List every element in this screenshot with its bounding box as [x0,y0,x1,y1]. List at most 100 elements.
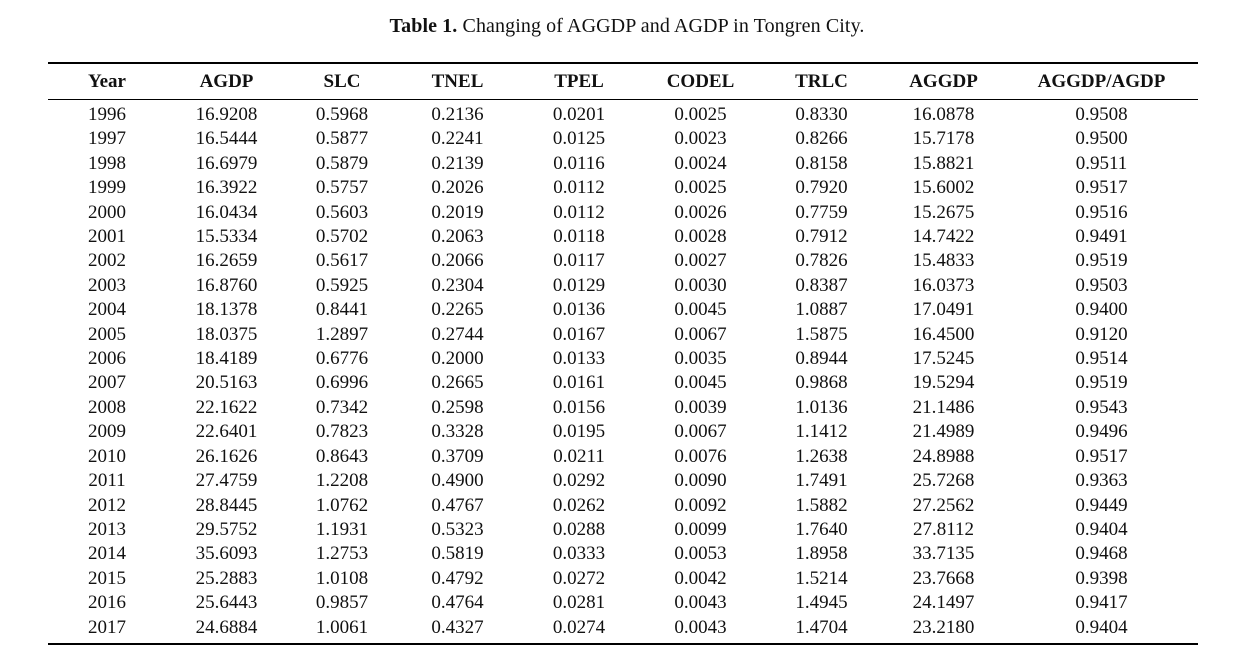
value-cell: 1.2638 [795,445,848,467]
year-cell: 2010 [88,445,126,467]
value-cell: 0.2000 [431,348,484,370]
value-cell: 0.5968 [315,104,369,125]
year-cell: 1996 [88,104,126,125]
value-cell: 0.9543 [1075,396,1128,418]
value-cell: 0.9511 [1075,152,1128,174]
table-row: 2015 25.2883 1.0108 0.4792 0.0272 0.0042 1.521… [48,567,1198,591]
value-cell: 0.0333 [552,543,606,565]
value-cell: 0.7826 [795,250,848,272]
value-cell: 0.0292 [552,470,606,492]
table-row: 2012 28.8445 1.0762 0.4767 0.0262 0.0092 1.588… [48,494,1198,518]
value-cell: 1.0136 [795,396,848,418]
year-cell: 1999 [88,177,126,199]
value-cell: 0.7920 [795,177,848,199]
value-cell: 0.9491 [1075,226,1128,248]
value-cell: 0.2304 [431,274,484,296]
value-cell: 0.0118 [553,226,605,248]
value-cell: 0.2066 [431,250,484,272]
table-row: 2002 16.2659 0.5617 0.2066 0.0117 0.0027 0.782… [48,249,1198,273]
value-cell: 0.0053 [674,543,727,565]
value-cell: 0.3328 [431,421,484,443]
value-cell: 16.9208 [195,104,258,125]
year-cell: 2008 [88,396,126,418]
value-cell: 0.5879 [315,152,369,174]
value-cell: 0.9404 [1075,616,1128,638]
value-cell: 0.9468 [1075,543,1128,565]
value-cell: 22.6401 [195,421,258,443]
value-cell: 1.7491 [795,470,848,492]
value-cell: 0.0125 [552,128,606,150]
year-cell: 2006 [88,348,126,370]
value-cell: 0.7342 [315,396,369,418]
value-cell: 16.5444 [195,128,258,150]
value-cell: 0.5617 [315,250,369,272]
value-cell: 1.4945 [795,592,848,614]
value-cell: 15.4833 [912,250,975,272]
value-cell: 15.7178 [912,128,975,150]
value-cell: 0.2136 [431,104,484,125]
value-cell: 1.5875 [795,323,848,345]
value-cell: 23.7668 [912,567,975,589]
value-cell: 0.5757 [315,177,369,199]
value-cell: 1.1412 [795,421,848,443]
value-cell: 0.4792 [431,567,484,589]
table-row: 2010 26.1626 0.8643 0.3709 0.0211 0.0076 1.263… [48,445,1198,469]
value-cell: 0.0136 [552,299,606,321]
value-cell: 0.9500 [1075,128,1128,150]
table-caption: Table 1. Changing of AGGDP and AGDP in T… [0,15,1254,38]
value-cell: 1.1931 [315,518,369,540]
value-cell: 35.6093 [195,543,258,565]
value-cell: 0.5819 [431,543,484,565]
value-cell: 0.9449 [1075,494,1128,516]
value-cell: 0.0099 [674,518,727,540]
value-cell: 33.7135 [912,543,975,565]
table-caption-label: Table 1. [389,15,458,37]
value-cell: 0.9516 [1075,201,1128,223]
value-cell: 0.0129 [552,274,606,296]
value-cell: 0.9508 [1075,104,1128,125]
value-cell: 0.8387 [795,274,848,296]
value-cell: 16.0878 [912,104,975,125]
year-cell: 1998 [88,152,126,174]
value-cell: 0.0195 [552,421,606,443]
value-cell: 0.0043 [674,592,727,614]
value-cell: 0.9517 [1075,177,1128,199]
value-cell: 15.2675 [912,201,975,223]
value-cell: 0.9404 [1075,518,1128,540]
value-cell: 1.0108 [315,567,369,589]
value-cell: 1.7640 [795,518,848,540]
table-row: 2000 16.0434 0.5603 0.2019 0.0112 0.0026 0.775… [48,201,1198,225]
value-cell: 0.0026 [674,201,727,223]
value-cell: 0.0272 [552,567,606,589]
value-cell: 0.0112 [553,177,605,199]
table-row: 2014 35.6093 1.2753 0.5819 0.0333 0.0053 1.895… [48,542,1198,566]
value-cell: 0.9400 [1075,299,1128,321]
year-cell: 2014 [88,543,126,565]
value-cell: 19.5294 [912,372,975,394]
year-cell: 2000 [88,201,126,223]
value-cell: 0.0167 [552,323,606,345]
value-cell: 0.0025 [674,177,727,199]
value-cell: 0.0201 [552,104,606,125]
value-cell: 0.2139 [431,152,484,174]
table-caption-text: Changing of AGGDP and AGDP in Tongren Ci… [462,15,865,37]
value-cell: 0.0042 [674,567,727,589]
value-cell: 0.6996 [315,372,369,394]
value-cell: 0.0133 [552,348,606,370]
value-cell: 1.5882 [795,494,848,516]
value-cell: 17.5245 [912,348,975,370]
value-cell: 0.4764 [431,592,484,614]
value-cell: 16.6979 [195,152,258,174]
value-cell: 0.9517 [1075,445,1128,467]
column-header-codel: CODEL [640,63,761,100]
table-row: 2003 16.8760 0.5925 0.2304 0.0129 0.0030 0.838… [48,274,1198,298]
value-cell: 0.9503 [1075,274,1128,296]
column-header-aggdp-agdp: AGGDP/AGDP [1005,63,1198,100]
value-cell: 0.0045 [674,299,727,321]
table-row: 1999 16.3922 0.5757 0.2026 0.0112 0.0025 0.792… [48,176,1198,200]
value-cell: 21.1486 [912,396,975,418]
value-cell: 0.2744 [431,323,484,345]
value-cell: 0.2265 [431,299,484,321]
value-cell: 0.5925 [315,274,369,296]
value-cell: 0.5603 [315,201,369,223]
